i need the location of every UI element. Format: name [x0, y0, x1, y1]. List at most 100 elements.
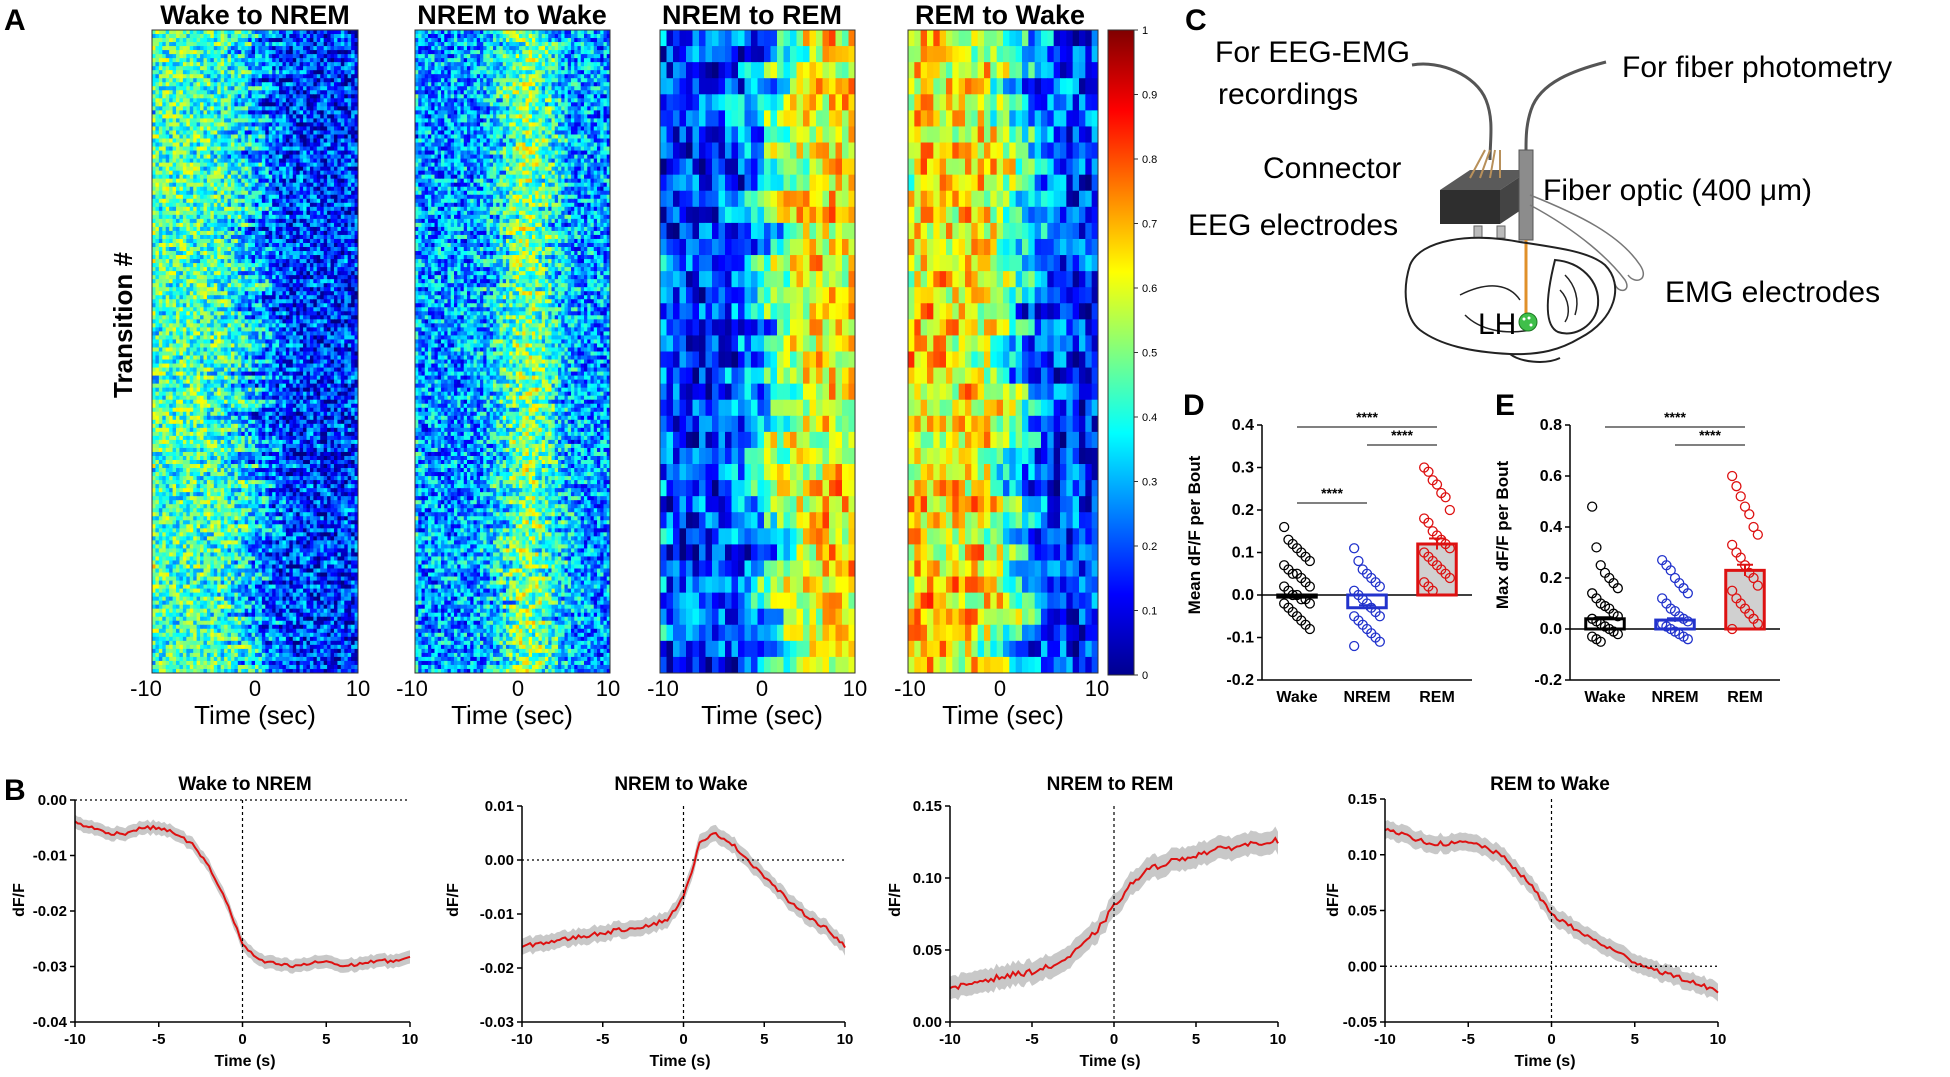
heatmap-cell: [227, 190, 232, 196]
heatmap-cell: [241, 122, 246, 128]
heatmap-cell: [275, 287, 280, 292]
heatmap-cell: [303, 226, 308, 232]
heatmap-cell: [182, 347, 187, 353]
heatmap-cell: [261, 70, 266, 75]
heatmap-cell: [320, 218, 325, 224]
heatmap-cell: [196, 66, 201, 71]
heatmap-cell: [200, 90, 205, 95]
heatmap-cell: [172, 291, 177, 296]
heatmap-cell: [296, 50, 301, 55]
heatmap-cell: [299, 247, 304, 252]
heatmap-cell: [213, 98, 218, 103]
heatmap-cell: [299, 70, 304, 75]
heatmap-cell: [217, 30, 222, 35]
heatmap-cell: [316, 86, 321, 91]
heatmap-cell: [316, 226, 321, 232]
heatmap-cell: [158, 154, 163, 160]
heatmap-cell: [158, 142, 163, 148]
heatmap-cell: [206, 106, 211, 111]
heatmap-cell: [309, 106, 314, 111]
heatmap-cell: [285, 218, 290, 224]
heatmap-cell: [200, 130, 205, 136]
heatmap-cell: [255, 255, 260, 260]
heatmap-cell: [158, 295, 163, 300]
heatmap-cell: [248, 307, 253, 312]
heatmap-cell: [230, 202, 235, 208]
heatmap-cell: [303, 54, 308, 59]
heatmap-cell: [251, 287, 256, 292]
heatmap-cell: [158, 351, 163, 357]
heatmap-cell: [303, 174, 308, 180]
heatmap-cell: [176, 307, 181, 312]
heatmap-cell: [279, 259, 284, 264]
heatmap-cell: [217, 66, 222, 71]
heatmap-cell: [179, 271, 184, 276]
heatmap-cell: [255, 138, 260, 144]
heatmap-cell: [165, 70, 170, 75]
heatmap-cell: [306, 267, 311, 272]
heatmap-cell: [227, 267, 232, 272]
heatmap-cell: [248, 106, 253, 111]
heatmap-cell: [261, 146, 266, 152]
heatmap-cell: [196, 50, 201, 55]
heatmap-cell: [203, 259, 208, 264]
heatmap-cell: [316, 178, 321, 184]
heatmap-cell: [323, 38, 328, 43]
heatmap-cell: [327, 114, 332, 120]
heatmap-cell: [165, 114, 170, 120]
heatmap-cell: [306, 86, 311, 91]
heatmap-cell: [165, 62, 170, 67]
heatmap-cell: [169, 347, 174, 353]
heatmap-cell: [313, 210, 318, 216]
heatmap-cell: [206, 186, 211, 192]
heatmap-cell: [292, 146, 297, 152]
heatmap-cell: [347, 110, 352, 115]
heatmap-cell: [217, 58, 222, 63]
heatmap-cell: [193, 194, 198, 200]
heatmap-cell: [330, 307, 335, 312]
heatmap-cell: [220, 50, 225, 55]
heatmap-cell: [306, 174, 311, 180]
heatmap-cell: [210, 46, 215, 51]
heatmap-cell: [237, 355, 242, 361]
heatmap-cell: [313, 311, 318, 316]
heatmap-cell: [292, 62, 297, 67]
heatmap-cell: [155, 271, 160, 276]
heatmap-cell: [251, 331, 256, 337]
heatmap-cell: [258, 106, 263, 111]
heatmap-cell: [279, 58, 284, 63]
heatmap-cell: [186, 331, 191, 337]
heatmap-cell: [340, 54, 345, 59]
heatmap-cell: [189, 234, 194, 240]
heatmap-cell: [354, 110, 358, 115]
heatmap-cell: [323, 283, 328, 288]
heatmap-cell: [182, 331, 187, 337]
heatmap-cell: [220, 158, 225, 164]
heatmap-cell: [186, 142, 191, 148]
heatmap-cell: [289, 315, 294, 320]
heatmap-cell: [292, 323, 297, 328]
heatmap-cell: [196, 162, 201, 168]
heatmap-cell: [244, 30, 249, 35]
heatmap-cell: [241, 102, 246, 107]
heatmap-cell: [176, 138, 181, 144]
heatmap-cell: [227, 234, 232, 240]
heatmap-cell: [224, 331, 229, 337]
heatmap-cell: [237, 335, 242, 341]
heatmap-cell: [210, 178, 215, 184]
heatmap-cell: [244, 323, 249, 328]
heatmap-cell: [200, 198, 205, 204]
heatmap-cell: [279, 42, 284, 47]
heatmap-cell: [251, 359, 256, 365]
heatmap-cell: [313, 251, 318, 256]
heatmap-cell: [162, 46, 167, 51]
heatmap-cell: [203, 347, 208, 353]
heatmap-cell: [227, 42, 232, 47]
heatmap-cell: [344, 319, 349, 324]
heatmap-cell: [220, 259, 225, 264]
heatmap-cell: [152, 90, 157, 95]
heatmap-cell: [333, 335, 338, 341]
heatmap-cell: [330, 303, 335, 308]
heatmap-cell: [186, 359, 191, 365]
heatmap-cell: [340, 186, 345, 192]
